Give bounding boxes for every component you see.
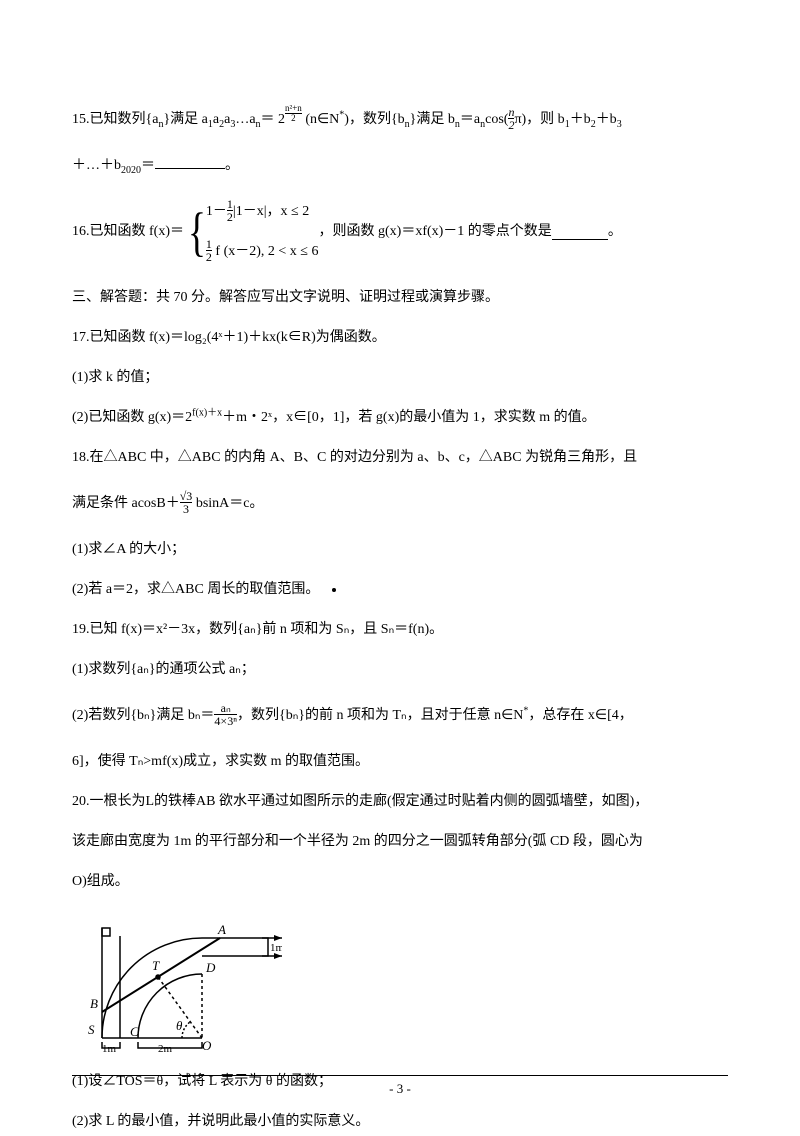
blank [155,154,225,169]
footer-rule [72,1075,728,1076]
page: 15.已知数列{an}满足 a1a2a3…an＝ 2n²+n2 (n∈N*)，数… [0,0,800,1132]
text: )，数列{b [344,112,404,127]
sub: 2020 [121,165,141,176]
text: (2)若数列{bₙ}满足 bₙ＝ [72,708,214,723]
text: ＋b [570,112,591,127]
text: cos( [485,112,508,127]
label-C: C [130,1024,139,1039]
q20-l1: 20.一根长为L的铁棒AB 欲水平通过如图所示的走廊(假定通过时贴着内侧的圆弧墙… [72,788,728,816]
text: (n∈N [305,112,339,127]
sub: 1 [208,119,213,130]
text: π)，则 b [514,112,564,127]
base: 2 [278,112,285,127]
text: 16.已知函数 f(x)＝ [72,212,184,252]
text: f (x－2), 2 < x ≤ 6 [212,244,319,259]
q15: 15.已知数列{an}满足 a1a2a3…an＝ 2n²+n2 (n∈N*)，数… [72,100,728,140]
q19-l1: 19.已知 f(x)＝x²－3x，数列{aₙ}前 n 项和为 Sₙ，且 Sₙ＝f… [72,616,728,644]
page-number: - 3 - [0,1080,800,1098]
q19-p2: (2)若数列{bₙ}满足 bₙ＝aₙ4×3ⁿ，数列{bₙ}的前 n 项和为 Tₙ… [72,696,728,736]
bullet-icon [332,588,336,592]
text: 。 [225,158,239,173]
num: n²+n [285,104,302,113]
q19-p1: (1)求数列{aₙ}的通项公式 aₙ； [72,656,728,684]
case2: 12 f (x－2), 2 < x ≤ 6 [206,244,319,259]
text: ，总存在 x∈[4， [528,708,632,723]
text: (2)已知函数 g(x)＝2 [72,410,192,425]
text: ＝ [261,112,275,127]
text: ＋…＋b [72,158,121,173]
label-A: A [217,922,226,937]
text: |1－x|，x ≤ 2 [233,204,309,219]
frac: aₙ4×3ⁿ [214,702,237,728]
q16: 16.已知函数 f(x)＝ { 1－12|1－x|，x ≤ 2 12 f (x－… [72,192,728,272]
text: …a [235,112,255,127]
label-1m-l: 1m [102,1043,117,1053]
text: ＋m・2ˣ，x∈[0，1]，若 g(x)的最小值为 1，求实数 m 的值。 [222,410,595,425]
q17-p1: (1)求 k 的值； [72,364,728,392]
text: ，数列{bₙ}的前 n 项和为 Tₙ，且对于任意 n∈N [237,708,523,723]
section3-heading: 三、解答题：共 70 分。解答应写出文字说明、证明过程或演算步骤。 [72,284,728,312]
corridor-diagram: A B C D O S T θ 1m 1m 2m [72,908,282,1053]
q15-cont: ＋…＋b2020＝ 。 [72,152,728,180]
text: }满足 b [410,112,455,127]
frac: √33 [180,490,193,516]
frac: 12 [206,238,212,264]
q20-l3: O)组成。 [72,868,728,896]
left-brace-icon: { [188,205,206,259]
label-D: D [205,960,216,975]
den: 2 [285,113,302,123]
label-T: T [152,958,160,973]
case1: 1－12|1－x|，x ≤ 2 [206,204,309,219]
sup: f(x)＋x [192,407,222,418]
text: }满足 a [163,112,207,127]
sub: 2 [219,119,224,130]
frac: 12 [227,198,233,224]
q18-p1: (1)求∠A 的大小； [72,536,728,564]
text: 1－ [206,204,227,219]
q18-l2: 满足条件 acosB＋√33 bsinA＝c。 [72,484,728,524]
q18-p2: (2)若 a＝2，求△ABC 周长的取值范围。 [72,576,728,604]
q19-p2b: 6]，使得 Tₙ>mf(x)成立，求实数 m 的取值范围。 [72,748,728,776]
label-S: S [88,1022,95,1037]
text: (2)若 a＝2，求△ABC 周长的取值范围。 [72,582,319,597]
label-2m: 2m [158,1043,173,1053]
text: ＋b [596,112,617,127]
frac: n2 [508,106,514,132]
blank [552,225,608,240]
label-B: B [90,996,98,1011]
label-theta: θ [176,1018,183,1033]
text: ＝a [460,112,480,127]
exp-frac: n²+n2 [285,104,302,123]
q20-p2: (2)求 L 的最小值，并说明此最小值的实际意义。 [72,1108,728,1136]
q18-l1: 18.在△ABC 中，△ABC 的内角 A、B、C 的对边分别为 a、b、c，△… [72,444,728,472]
piecewise: { 1－12|1－x|，x ≤ 2 12 f (x－2), 2 < x ≤ 6 [184,192,319,272]
text: ＝ [141,158,155,173]
text: bsinA＝c。 [192,496,263,511]
q17-p2: (2)已知函数 g(x)＝2f(x)＋x＋m・2ˣ，x∈[0，1]，若 g(x)… [72,404,728,432]
text: ，则函数 g(x)＝xf(x)－1 的零点个数是 [319,212,552,252]
label-O: O [202,1038,212,1053]
label-1m-r: 1m [270,942,282,954]
q20-l2: 该走廊由宽度为 1m 的平行部分和一个半径为 2m 的四分之一圆弧转角部分(弧 … [72,828,728,856]
text: 。 [608,212,622,252]
q17-l1: 17.已知函数 f(x)＝log₂(4ˣ＋1)＋kx(k∈R)为偶函数。 [72,324,728,352]
text: 15.已知数列{a [72,112,158,127]
text: 满足条件 acosB＋ [72,496,180,511]
